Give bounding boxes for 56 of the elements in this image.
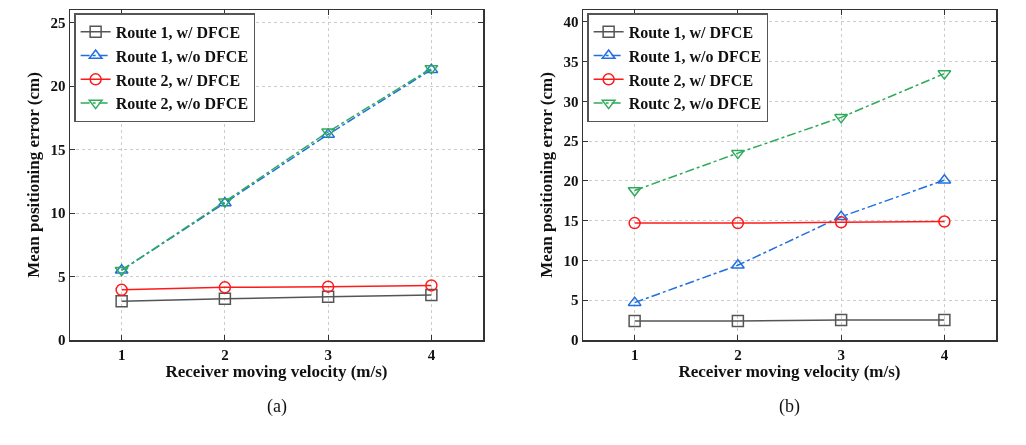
y-tick-label: 5 xyxy=(571,292,579,309)
y-tick-label: 10 xyxy=(50,205,66,222)
x-tick-label: 1 xyxy=(630,346,639,363)
x-tick-label: 3 xyxy=(324,346,332,363)
point xyxy=(731,314,745,328)
point xyxy=(425,279,438,292)
legend-label: Route 2, w/o DFCE xyxy=(115,95,249,113)
legend-label: Route 1, w/ DFCE xyxy=(628,23,754,41)
y-tick-label: 25 xyxy=(50,14,66,31)
text: (b) xyxy=(779,396,800,417)
x-tick-label: 2 xyxy=(221,346,229,363)
point xyxy=(218,292,232,305)
point xyxy=(938,215,951,228)
point xyxy=(115,283,128,297)
y-axis-title: Mean positioning error (cm) xyxy=(537,72,557,278)
point xyxy=(627,296,642,307)
point xyxy=(938,313,951,327)
y-axis-title: Mean positioning error (cm) xyxy=(24,72,44,278)
point xyxy=(321,280,335,293)
x-tick-label: 1 xyxy=(117,346,126,363)
legend-label: Routc 2, w/o DFCE xyxy=(628,95,762,113)
x-axis-title: Receiver moving velocity (m/s) xyxy=(165,362,388,382)
y-tick-label: 35 xyxy=(563,53,579,70)
y-tick-label: 40 xyxy=(563,14,579,31)
x-axis-title: Receiver moving velocity (m/s) xyxy=(678,362,901,382)
legend-label: Route 1, w/o DFCE xyxy=(115,47,249,65)
point xyxy=(834,216,848,229)
point xyxy=(834,210,849,221)
legend-label: Route 1, w/ DFCE xyxy=(115,23,241,41)
text: (a) xyxy=(267,396,287,417)
x-tick-label: 4 xyxy=(427,346,436,363)
legend-label: Route 1, w/o DFCE xyxy=(628,47,762,65)
y-tick-label: 0 xyxy=(58,332,66,349)
point xyxy=(218,281,232,294)
point xyxy=(628,314,641,328)
y-tick-label: 10 xyxy=(563,252,579,269)
y-tick-label: 15 xyxy=(50,141,66,158)
x-tick-label: 4 xyxy=(940,346,949,363)
point xyxy=(834,313,848,327)
y-tick-label: 5 xyxy=(58,268,66,285)
point xyxy=(834,113,849,124)
y-tick-label: 20 xyxy=(50,78,66,95)
x-tick-label: 3 xyxy=(837,346,845,363)
y-tick-label: 30 xyxy=(563,93,579,110)
y-tick-label: 20 xyxy=(563,173,579,190)
y-tick-label: 0 xyxy=(571,332,579,349)
x-tick-label: 2 xyxy=(734,346,742,363)
y-tick-label: 25 xyxy=(563,133,579,150)
legend-label: Route 2, w/ DFCE xyxy=(115,71,241,89)
point xyxy=(425,288,438,302)
point xyxy=(115,295,128,308)
y-tick-label: 15 xyxy=(563,212,579,229)
point xyxy=(731,216,745,230)
legend-label: Route 2, w/ DFCE xyxy=(628,71,754,89)
point xyxy=(730,149,745,160)
point xyxy=(628,216,641,230)
